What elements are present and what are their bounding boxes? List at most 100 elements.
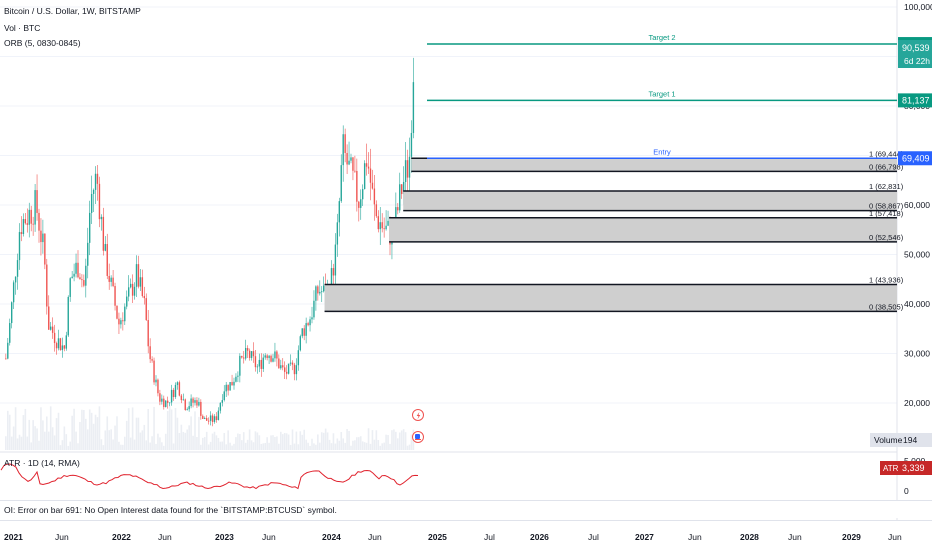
price-tick-label: 100,000 [904, 2, 932, 12]
volume-bar [359, 436, 362, 450]
volume-bar [240, 440, 243, 450]
candle-body [165, 400, 167, 407]
volume-bar [225, 444, 227, 450]
volume-bar [317, 434, 319, 450]
volume-bar [28, 419, 31, 450]
candle-body [94, 173, 97, 190]
volume-bar [131, 407, 134, 450]
price-tick-label: 50,000 [904, 250, 930, 260]
zone-box [411, 158, 897, 172]
volume-bar [357, 437, 360, 450]
candle-body [204, 418, 206, 419]
volume-bar [313, 443, 315, 450]
candle-body [274, 351, 276, 359]
volume-bar [172, 443, 175, 450]
candle-body [280, 365, 282, 369]
price-chart[interactable]: 100,00090,00080,00070,00060,00050,00040,… [0, 0, 932, 520]
candle-body [149, 346, 151, 360]
candle-body [200, 401, 202, 416]
candle-body [278, 358, 280, 369]
volume-bar [272, 435, 274, 450]
candle-body [231, 382, 233, 386]
time-tick-label: Jun [158, 532, 172, 542]
volume-bar [389, 443, 391, 450]
volume-bar [22, 415, 25, 450]
volume-bar [112, 439, 114, 450]
us-flag-event-icon[interactable] [412, 431, 424, 443]
volume-bar [239, 434, 241, 450]
volume-bar [237, 433, 239, 450]
dividend-flash-icon[interactable] [412, 409, 424, 421]
volume-bar [299, 431, 302, 450]
candle-body [258, 359, 261, 367]
volume-bar [246, 439, 249, 450]
candle-body [321, 291, 323, 293]
candle-body [22, 219, 25, 235]
volume-bar [190, 416, 192, 450]
volume-bar [395, 431, 397, 450]
candle-body [237, 375, 239, 377]
volume-bar [350, 445, 352, 450]
time-tick-label: Jun [55, 532, 69, 542]
volume-bar [363, 442, 366, 450]
time-tick-label: 2023 [215, 532, 234, 542]
candle-body [71, 276, 73, 279]
volume-bar [139, 432, 142, 450]
volume-bar [223, 432, 226, 450]
candle-body [127, 287, 130, 297]
volume-bar [408, 444, 411, 450]
candle-body [317, 286, 319, 294]
volume-bar [260, 443, 263, 450]
candle-body [217, 410, 220, 420]
volume-bar [59, 445, 62, 450]
zone-bottom-label: 0 (58,867) [869, 202, 904, 211]
volume-bar [6, 410, 9, 450]
candle-body [96, 173, 99, 184]
candle-body [36, 190, 38, 213]
volume-bar [149, 442, 151, 450]
candle-body [38, 212, 40, 231]
candle-body [16, 260, 19, 277]
candle-body [363, 163, 366, 190]
volume-bar [42, 420, 44, 450]
volume-bar [178, 432, 181, 450]
volume-bar [248, 429, 251, 450]
volume-bar [229, 442, 231, 450]
candle-body [412, 82, 415, 133]
candle-body [28, 209, 30, 225]
candle-body [59, 338, 62, 351]
candle-body [299, 336, 301, 351]
entry-price: 69,409 [902, 153, 930, 163]
candle-body [166, 400, 169, 403]
candle-body [106, 244, 108, 276]
candle-body [342, 134, 344, 166]
volume-bar [289, 444, 292, 450]
target-label: Target 1 [648, 89, 675, 98]
volume-bar [365, 442, 368, 450]
volume-bar [332, 433, 335, 450]
volume-bar [14, 407, 17, 450]
time-axis[interactable]: 2021 Jun 2022 Jun 2023 Jun 2024 Jun 2025 Jul 2026 J… [0, 520, 932, 550]
volume-bar [16, 438, 19, 450]
candle-body [244, 348, 247, 359]
volume-bar [63, 426, 66, 450]
price-tick-label: 30,000 [904, 349, 930, 359]
candle-body [350, 157, 352, 161]
volume-bar [192, 435, 194, 450]
volume-bar [305, 439, 307, 450]
volume-bar [287, 434, 290, 450]
candle-body [371, 182, 374, 189]
time-tick-label: Jul [484, 532, 495, 542]
candle-body [34, 190, 36, 225]
volume-bar [297, 444, 300, 450]
oi-error-text: OI: Error on bar 691: No Open Interest d… [4, 505, 337, 515]
candle-body [360, 199, 362, 208]
candle-body [270, 355, 272, 362]
candle-body [73, 273, 75, 277]
zone-top-label: 1 (69,444) [869, 149, 904, 158]
volume-bar [340, 431, 343, 450]
candle-body [256, 366, 259, 368]
candle-body [118, 318, 120, 325]
candle-body [145, 298, 147, 321]
